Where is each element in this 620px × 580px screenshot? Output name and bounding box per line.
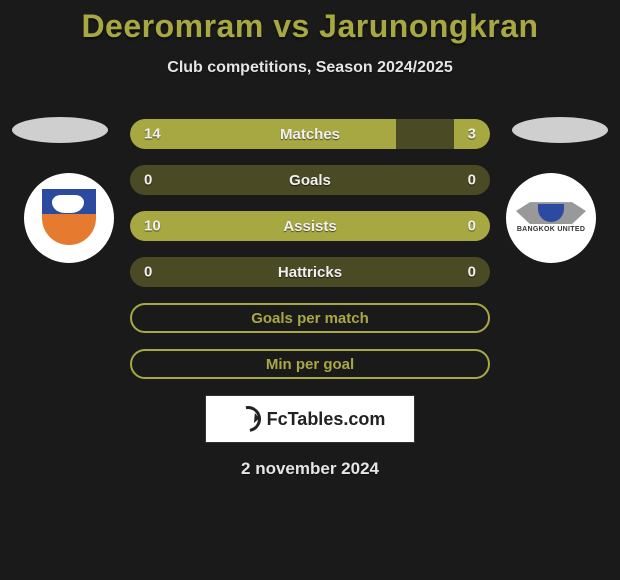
brand-name: FcTables.com [267,409,386,430]
stat-bars: 14 3 Matches 0 0 Goals 10 0 Assists 0 0 Hattricks Go… [130,119,490,379]
brand-footer[interactable]: FcTables.com [205,395,415,443]
stats-area: BANGKOK UNITED 14 3 Matches 0 0 Goals 10 0 Assis… [0,119,620,379]
stat-row-goals: 0 0 Goals [130,165,490,195]
player-silhouette-left [12,117,108,143]
team-crest-right: BANGKOK UNITED [506,202,596,234]
stat-row-goals-per-match: Goals per match [130,303,490,333]
stat-label: Goals per match [251,310,369,327]
stat-row-min-per-goal: Min per goal [130,349,490,379]
stat-label: Min per goal [266,356,354,373]
stat-row-assists: 10 0 Assists [130,211,490,241]
team-label-right: BANGKOK UNITED [506,226,596,234]
stat-value-left: 0 [144,172,152,189]
stat-row-hattricks: 0 0 Hattricks [130,257,490,287]
stat-value-right: 0 [468,172,476,189]
stat-fill-left [130,119,396,149]
stat-value-left: 0 [144,264,152,281]
page-title: Deeromram vs Jarunongkran [0,8,620,45]
brand-swoosh-icon [230,401,266,437]
stat-label: Goals [289,172,331,189]
team-badge-right: BANGKOK UNITED [506,173,596,263]
stat-label: Matches [280,126,340,143]
date-label: 2 november 2024 [0,459,620,479]
stat-value-right: 0 [468,264,476,281]
comparison-card: Deeromram vs Jarunongkran Club competiti… [0,0,620,479]
stat-value-left: 10 [144,218,161,235]
stat-value-right: 0 [468,218,476,235]
stat-value-left: 14 [144,126,161,143]
stat-label: Assists [283,218,336,235]
subtitle: Club competitions, Season 2024/2025 [0,59,620,77]
stat-value-right: 3 [468,126,476,143]
stat-row-matches: 14 3 Matches [130,119,490,149]
stat-label: Hattricks [278,264,342,281]
team-badge-left [24,173,114,263]
team-crest-left [42,189,96,247]
player-silhouette-right [512,117,608,143]
